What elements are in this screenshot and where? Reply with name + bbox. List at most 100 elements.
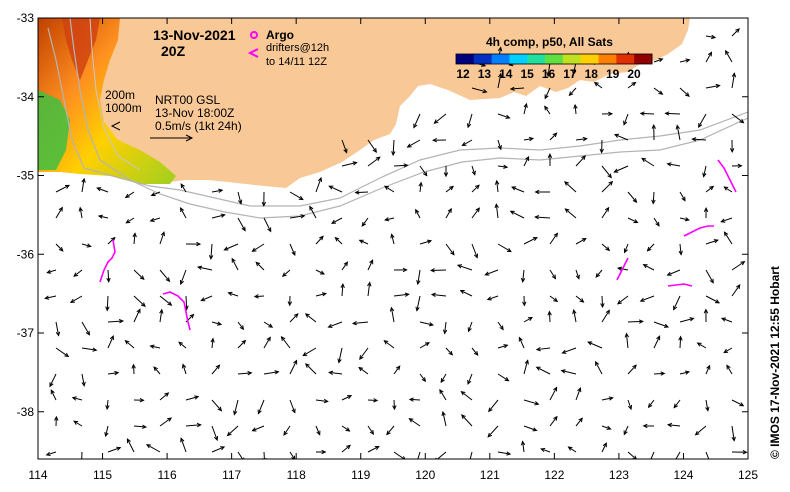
- current-arrow: [181, 363, 187, 375]
- current-arrow: [461, 414, 473, 427]
- y-tick-label: -34: [17, 90, 35, 104]
- current-arrow: [211, 188, 224, 193]
- current-arrow: [653, 58, 664, 63]
- current-arrow: [691, 137, 707, 142]
- current-arrow: [50, 389, 57, 401]
- current-arrow: [315, 292, 328, 297]
- current-arrow: [647, 399, 655, 409]
- current-arrow: [600, 295, 605, 309]
- current-arrow: [178, 341, 187, 349]
- current-arrow: [705, 239, 719, 245]
- current-arrow: [623, 425, 629, 436]
- current-arrow: [595, 269, 603, 278]
- current-arrow: [124, 339, 135, 349]
- current-arrow: [523, 237, 538, 245]
- current-arrow: [358, 366, 369, 375]
- current-arrow: [726, 364, 733, 375]
- current-arrow: [393, 365, 401, 375]
- current-arrow: [429, 268, 447, 273]
- current-arrow: [561, 347, 577, 354]
- current-arrow: [255, 261, 265, 271]
- current-arrow: [653, 321, 670, 328]
- isobath-1000m: [69, 18, 748, 219]
- current-arrow: [445, 185, 455, 193]
- current-arrow: [73, 420, 83, 427]
- current-arrow: [443, 165, 449, 178]
- colorbar-tick-label: 17: [563, 67, 577, 81]
- current-arrow: [486, 295, 499, 301]
- current-arrow: [367, 445, 380, 453]
- current-arrow: [549, 132, 558, 141]
- current-arrow: [126, 438, 135, 453]
- current-arrow: [435, 451, 447, 459]
- drifter-track-1: [99, 239, 116, 283]
- current-arrow: [534, 215, 551, 220]
- current-arrow: [461, 139, 473, 146]
- colorbar-tick-label: 14: [499, 67, 513, 81]
- current-arrow: [698, 113, 707, 128]
- colorbar-tick-label: 16: [542, 67, 556, 81]
- current-arrow: [497, 164, 509, 169]
- x-tick-label: 120: [415, 468, 435, 482]
- current-arrow: [104, 425, 109, 438]
- current-arrow: [679, 317, 695, 323]
- current-arrow: [263, 321, 274, 328]
- current-arrow: [211, 364, 221, 375]
- current-arrow: [564, 181, 577, 193]
- current-arrow: [430, 292, 447, 298]
- current-arrow: [180, 206, 187, 219]
- current-arrow: [549, 232, 559, 245]
- colorbar-cell: [527, 54, 546, 64]
- current-arrow: [386, 425, 395, 436]
- current-arrow: [55, 184, 71, 193]
- colorbar-cell: [456, 54, 475, 64]
- current-arrow: [627, 191, 638, 204]
- current-arrow: [497, 113, 511, 119]
- current-arrow: [651, 191, 656, 205]
- current-arrow: [705, 364, 711, 375]
- current-arrow: [599, 139, 604, 154]
- current-arrow: [497, 451, 512, 456]
- current-arrow: [107, 335, 114, 349]
- current-arrow: [257, 399, 265, 415]
- current-arrow: [69, 295, 83, 303]
- current-arrow: [549, 386, 558, 401]
- current-arrow: [497, 373, 510, 382]
- current-arrow: [705, 83, 721, 89]
- current-arrow: [601, 243, 611, 252]
- current-arrow: [544, 105, 551, 115]
- current-arrow: [575, 238, 587, 245]
- current-arrow: [419, 239, 433, 245]
- current-arrow: [413, 113, 421, 129]
- current-arrow: [55, 206, 63, 219]
- current-arrow: [442, 321, 448, 335]
- drifter-track-4: [683, 225, 714, 237]
- current-arrow: [441, 410, 447, 427]
- current-arrow: [416, 269, 421, 286]
- current-arrow: [367, 156, 381, 167]
- current-arrow: [666, 269, 681, 276]
- current-arrow: [494, 203, 499, 219]
- y-tick-label: -38: [17, 405, 35, 419]
- current-arrow: [367, 259, 374, 271]
- current-arrow: [196, 265, 213, 271]
- current-arrow: [223, 243, 239, 251]
- current-arrow: [208, 243, 214, 261]
- current-arrow: [705, 269, 714, 284]
- y-tick-label: -35: [17, 169, 35, 183]
- current-arrow: [466, 113, 473, 129]
- current-arrow: [287, 295, 293, 307]
- current-arrow: [575, 417, 583, 427]
- current-arrow: [675, 451, 681, 459]
- current-arrow: [263, 370, 280, 375]
- current-arrow: [575, 269, 580, 280]
- current-arrow: [159, 269, 171, 283]
- current-arrow: [471, 87, 488, 94]
- product-label: NRT00 GSL: [155, 93, 220, 107]
- current-arrow: [601, 165, 612, 179]
- current-arrow: [601, 396, 614, 401]
- current-arrow: [560, 369, 577, 375]
- current-arrow: [678, 243, 683, 256]
- current-arrow: [359, 347, 369, 361]
